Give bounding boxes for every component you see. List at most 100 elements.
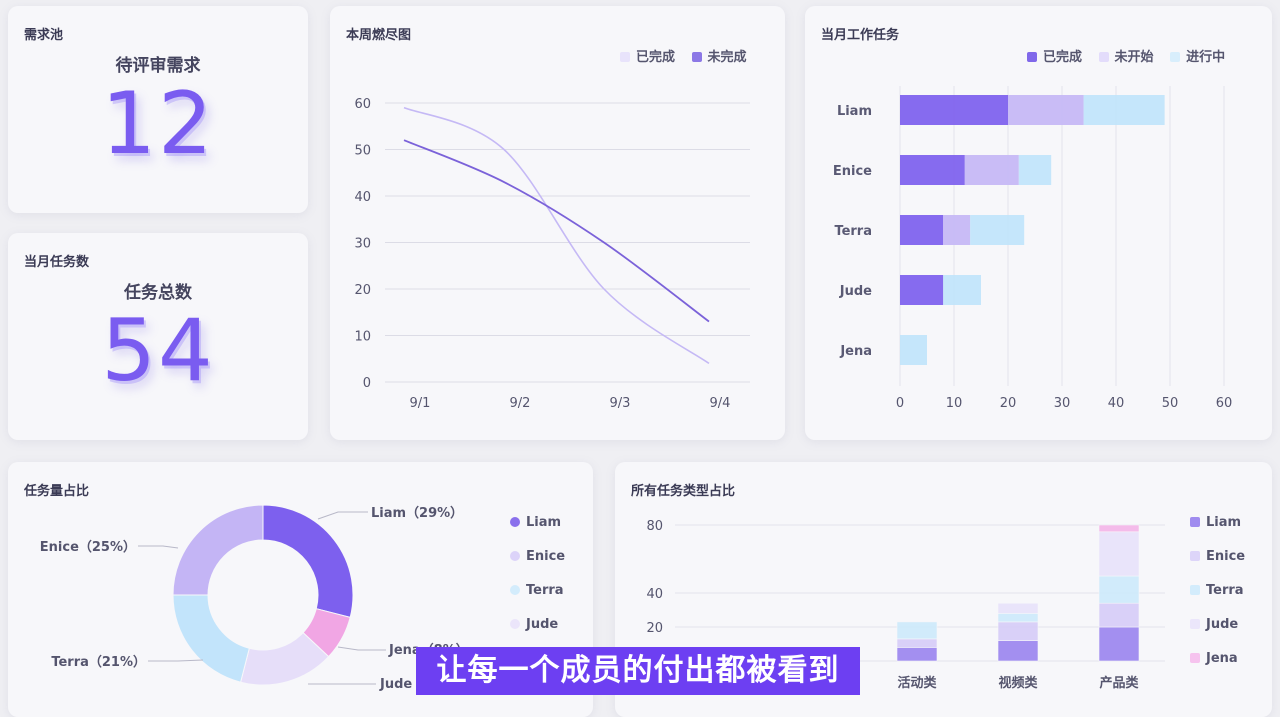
x-tick-label: 0 [896,396,904,411]
legend-item-not-started: 未开始 [1098,50,1154,65]
task-share-chart: Liam（29%）Enice（25%）Terra（21%）Jena（8%）Jud… [40,504,469,692]
monthly-work-chart: 0 10 20 30 40 50 60 Liam Enice Terra Jude Jena [833,86,1233,411]
y-tick-label: 80 [646,519,663,534]
bar-segment [1008,95,1084,125]
column-segment [997,602,1039,614]
legend-item-liam: Liam [510,506,565,540]
y-tick-label: 30 [354,237,371,252]
burndown-chart: 0 10 20 30 40 50 60 9/1 9/2 9/3 9/4 [354,97,750,411]
legend-item-done: 已完成 [1027,50,1082,65]
burndown-title: 本周燃尽图 [346,28,412,43]
series-line-done [403,106,710,365]
y-tick-label: 50 [354,144,371,159]
legend-item-enice: Enice [1190,540,1245,574]
x-tick-label: 40 [1108,396,1125,411]
slice-label-liam: Liam（29%） [371,505,463,521]
task-types-legend: Liam Enice Terra Jude Jena [1190,506,1245,676]
legend-item-enice: Enice [510,540,565,574]
label-leader-line [317,511,368,520]
bar-segment [900,275,944,305]
monthly-work-legend: 已完成 未开始 进行中 [1027,46,1225,65]
column-segment [1098,626,1140,662]
monthly-tasks-value: 54 [101,301,215,401]
demand-pool-value: 12 [101,74,215,174]
x-tick-label: 9/2 [510,396,531,411]
bar-segment [900,335,927,365]
slice-label-enice: Enice（25%） [40,539,136,555]
y-category-label: Enice [833,164,872,179]
task-share-title: 任务量占比 [24,484,90,499]
column-segment [997,640,1039,662]
slice-label-jude: Jude [379,677,412,692]
x-tick-label: 9/3 [610,396,631,411]
burndown-card: 本周燃尽图 已完成 未完成 0 10 20 30 40 50 60 9/1 9/2 9/3 9/4 [330,6,785,440]
monthly-tasks-title: 当月任务数 [24,255,90,270]
column-segment [1098,575,1140,604]
bar-segment [1083,95,1165,125]
legend-item-terra: Terra [510,574,565,608]
x-category-label: 产品类 [1099,675,1139,691]
legend-item-in-progress: 进行中 [1170,50,1225,65]
bar-segment [970,215,1025,245]
x-tick-label: 60 [1216,396,1233,411]
monthly-tasks-label: 任务总数 [124,283,192,303]
label-leader-line [138,545,179,549]
demand-pool-title: 需求池 [24,28,64,43]
x-tick-label: 10 [946,396,963,411]
legend-item-jena: Jena [1190,642,1245,676]
bar-segment [943,215,971,245]
y-tick-label: 20 [646,621,663,636]
legend-item-liam: Liam [1190,506,1245,540]
pie-slice-enice [172,504,264,596]
pie-slice-terra [172,594,250,683]
legend-item-jude: Jude [510,608,565,642]
y-tick-label: 10 [354,330,371,345]
x-tick-label: 50 [1162,396,1179,411]
task-share-legend: Liam Enice Terra Jude [510,506,565,642]
monthly-work-card: 当月工作任务 已完成 未开始 进行中 0 10 20 30 40 50 60 Liam Enic… [805,6,1272,440]
y-category-label: Terra [834,224,872,239]
bar-segment [1018,155,1052,185]
task-types-chart: 20 40 80 活动类 视频类 产品类 [646,519,1165,691]
x-tick-label: 9/1 [410,396,431,411]
y-tick-label: 20 [354,283,371,298]
legend-item-terra: Terra [1190,574,1245,608]
video-subtitle: 让每一个成员的付出都被看到 [416,647,860,695]
legend-item-done: 已完成 [620,50,675,65]
y-category-label: Jena [839,344,872,359]
monthly-work-title: 当月工作任务 [821,28,900,43]
column-segment [1098,602,1140,628]
series-line-undone [403,139,710,323]
bar-segment [900,95,1008,125]
legend-item-undone: 未完成 [691,50,747,65]
bar-segment [900,215,944,245]
y-category-label: Liam [837,104,872,119]
y-tick-label: 60 [354,97,371,112]
column-segment [1098,531,1140,577]
y-tick-label: 40 [646,587,663,602]
column-segment [1098,524,1140,533]
column-segment [997,621,1039,641]
x-tick-label: 9/4 [710,396,731,411]
monthly-tasks-card: 当月任务数 任务总数 54 [8,233,308,440]
bar-segment [943,275,981,305]
x-category-label: 活动类 [897,675,937,691]
column-segment [997,613,1039,623]
x-category-label: 视频类 [998,675,1038,691]
legend-item-jude: Jude [1190,608,1245,642]
x-tick-label: 20 [1000,396,1017,411]
task-types-title: 所有任务类型占比 [631,484,736,499]
column-segment [896,638,938,648]
pie-slice-liam [262,504,354,618]
bar-segment [900,155,965,185]
demand-pool-label: 待评审需求 [115,56,201,76]
slice-label-terra: Terra（21%） [51,654,146,670]
x-tick-label: 30 [1054,396,1071,411]
y-category-label: Jude [839,284,872,299]
label-leader-line [148,659,204,662]
y-tick-label: 40 [354,190,371,205]
column-segment [896,621,938,640]
bar-segment [964,155,1019,185]
demand-pool-card: 需求池 待评审需求 12 [8,6,308,213]
y-tick-label: 0 [363,376,371,391]
